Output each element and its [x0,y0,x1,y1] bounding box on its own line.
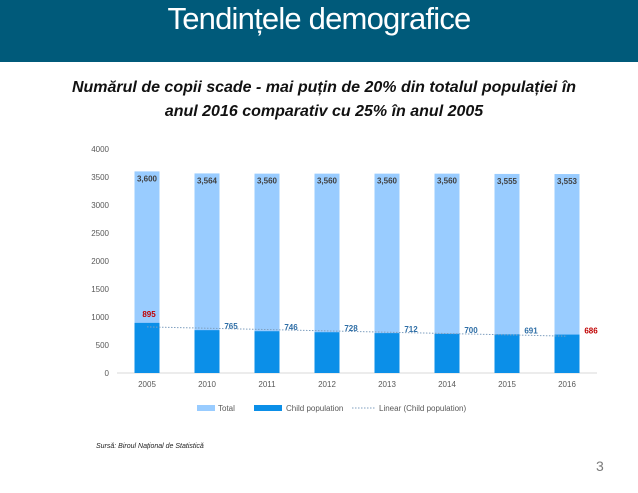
y-tick-label: 4000 [91,145,109,154]
x-tick-label: 2016 [558,380,576,389]
page-number: 3 [596,458,604,474]
child-bar [254,331,280,373]
chart-subtitle: Numărul de copii scade - mai puțin de 20… [40,76,608,124]
child-bar [194,330,220,373]
child-data-label: 686 [584,327,598,336]
x-tick-label: 2011 [258,380,276,389]
x-tick-label: 2014 [438,380,456,389]
total-data-label: 3,555 [497,177,518,186]
child-data-label: 765 [224,322,238,331]
child-data-label: 746 [284,323,298,332]
source-note: Sursă: Biroul Național de Statistică [96,443,204,450]
child-data-label: 712 [404,325,418,334]
total-data-label: 3,564 [197,176,218,185]
y-tick-label: 2500 [91,229,109,238]
title-banner: Tendințele demografice [0,0,638,62]
child-data-label: 728 [344,324,358,333]
total-data-label: 3,553 [557,177,578,186]
y-tick-label: 2000 [91,257,109,266]
child-data-label: 700 [464,326,478,335]
child-bar [374,333,400,373]
total-data-label: 3,560 [377,177,398,186]
child-data-label: 691 [524,326,538,335]
subtitle-line-1: Numărul de copii scade - mai puțin de 20… [71,79,577,96]
y-tick-label: 3500 [91,173,109,182]
legend-label-child: Child population [286,404,343,413]
child-bar [494,334,520,373]
legend-label-total: Total [218,404,235,413]
child-bar [554,334,580,373]
total-data-label: 3,560 [257,177,278,186]
x-tick-label: 2005 [138,380,156,389]
y-tick-label: 500 [96,341,110,350]
subtitle-line-2: anul 2016 comparativ cu 25% în anul 2005 [164,103,484,120]
x-tick-label: 2013 [378,380,396,389]
total-data-label: 3,560 [437,177,458,186]
y-tick-label: 3000 [91,201,109,210]
y-tick-label: 1500 [91,285,109,294]
x-tick-label: 2015 [498,380,516,389]
x-tick-label: 2010 [198,380,216,389]
trendline [146,326,568,337]
child-bar [314,332,340,373]
total-data-label: 3,600 [137,174,158,183]
legend-swatch-total [197,405,215,411]
child-data-label: 895 [142,310,156,319]
x-tick-label: 2012 [318,380,336,389]
legend-label-trendline: Linear (Child population) [379,404,467,413]
legend-swatch-child [254,405,282,411]
child-bar [434,333,460,373]
slide-title: Tendințele demografice [167,1,472,36]
total-data-label: 3,560 [317,177,338,186]
y-tick-label: 1000 [91,313,109,322]
y-tick-label: 0 [105,369,110,378]
child-bar [134,322,160,373]
